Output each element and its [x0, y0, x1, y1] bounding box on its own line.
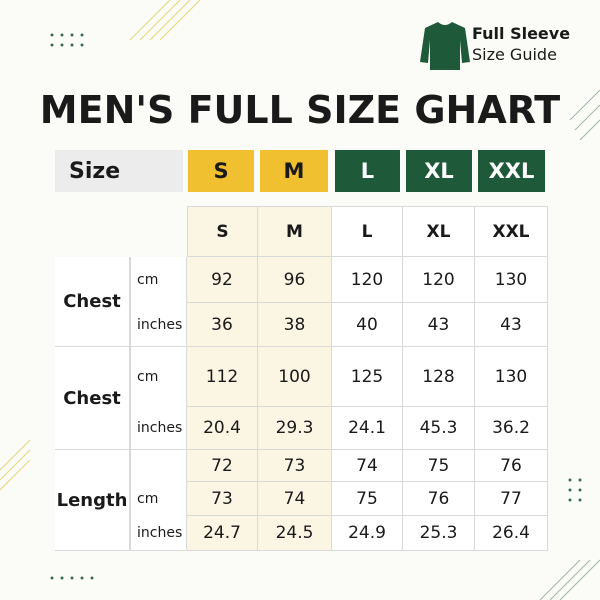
value-cell: 45.3	[403, 407, 475, 450]
size-chip: M	[260, 150, 328, 192]
value-cell: 29.3	[258, 407, 332, 450]
value-cell: 130	[475, 347, 548, 407]
size-chip: L	[335, 150, 400, 192]
value-cell: 77	[475, 482, 548, 516]
value-cell: 76	[475, 450, 548, 482]
unit-label: inches	[130, 407, 187, 450]
column-header: L	[332, 206, 403, 257]
value-cell: 73	[187, 482, 258, 516]
column-header: S	[187, 206, 258, 257]
value-cell: 112	[187, 347, 258, 407]
unit-label: cm	[130, 257, 187, 303]
size-label: Size	[55, 150, 183, 192]
group-label: Chest	[55, 347, 130, 450]
value-cell: 36.2	[475, 407, 548, 450]
value-cell: 43	[403, 303, 475, 347]
value-cell: 74	[258, 482, 332, 516]
value-cell: 38	[258, 303, 332, 347]
value-cell: 125	[332, 347, 403, 407]
value-cell: 130	[475, 257, 548, 303]
value-cell: 100	[258, 347, 332, 407]
value-cell: 128	[403, 347, 475, 407]
column-header: M	[258, 206, 332, 257]
value-cell: 96	[258, 257, 332, 303]
value-cell: 24.7	[187, 516, 258, 551]
value-cell: 76	[403, 482, 475, 516]
value-cell: 43	[475, 303, 548, 347]
value-cell: 75	[403, 450, 475, 482]
size-chip: XL	[406, 150, 472, 192]
value-cell: 120	[403, 257, 475, 303]
value-cell: 74	[332, 450, 403, 482]
value-cell: 120	[332, 257, 403, 303]
value-cell: 26.4	[475, 516, 548, 551]
unit-label: inches	[130, 303, 187, 347]
unit-label: inches	[130, 516, 187, 551]
value-cell: 25.3	[403, 516, 475, 551]
group-label: Chest	[55, 257, 130, 347]
value-cell: 75	[332, 482, 403, 516]
value-cell: 24.5	[258, 516, 332, 551]
value-cell: 36	[187, 303, 258, 347]
title: MEN'S FULL SIZE GHART	[39, 88, 561, 132]
size-chip: S	[188, 150, 254, 192]
badge-line2: Size Guide	[472, 45, 557, 64]
value-cell: 72	[187, 450, 258, 482]
value-cell: 24.9	[332, 516, 403, 551]
group-label: Length	[55, 450, 130, 551]
column-header: XXL	[475, 206, 548, 257]
shirt-icon	[420, 22, 470, 70]
value-cell: 40	[332, 303, 403, 347]
value-cell: 73	[258, 450, 332, 482]
unit-label: cm	[130, 482, 187, 516]
badge-line1: Full Sleeve	[472, 24, 571, 43]
unit-label: cm	[130, 347, 187, 407]
value-cell: 24.1	[332, 407, 403, 450]
column-header: XL	[403, 206, 475, 257]
value-cell: 20.4	[187, 407, 258, 450]
size-chip: XXL	[478, 150, 545, 192]
value-cell: 92	[187, 257, 258, 303]
unit-label	[130, 450, 187, 482]
